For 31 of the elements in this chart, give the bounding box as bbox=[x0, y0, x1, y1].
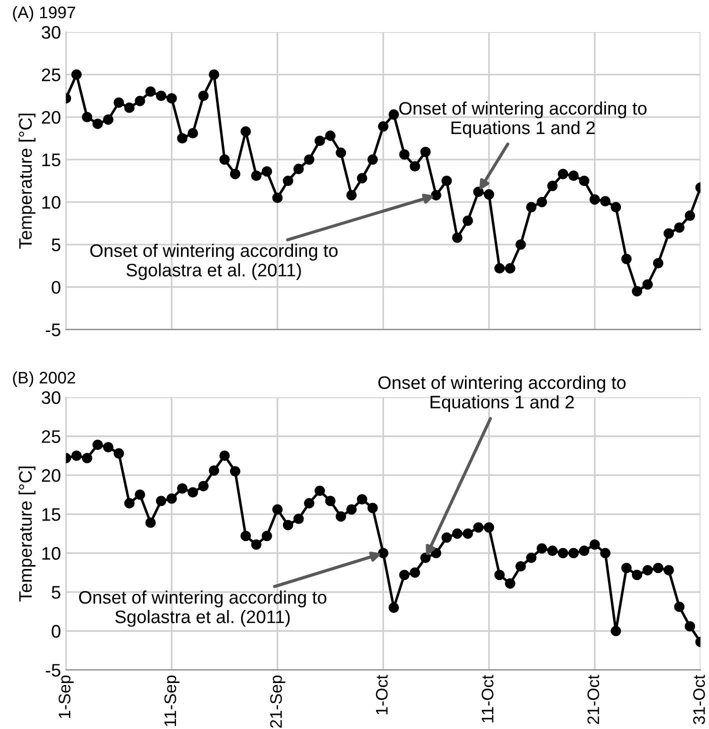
y-tick-label: 5 bbox=[52, 586, 60, 599]
x-tick-label: 11-Oct bbox=[482, 674, 494, 722]
y-tick-label: 10 bbox=[42, 196, 60, 209]
y-tick-label: 5 bbox=[52, 238, 60, 252]
y-tick-label: 25 bbox=[42, 430, 60, 443]
y-axis-title: Temperature [°C] bbox=[18, 466, 36, 602]
y-tick-label: 20 bbox=[42, 110, 60, 124]
y-tick-label: 10 bbox=[42, 547, 60, 560]
x-tick-label: 31-Oct bbox=[693, 674, 705, 724]
y-tick-label: 15 bbox=[42, 508, 60, 521]
y-tick-label: 25 bbox=[42, 68, 60, 82]
y-tick-label: 0 bbox=[52, 280, 60, 294]
y-tick-label: 20 bbox=[42, 469, 60, 482]
annotation: Onset of wintering according to Equations 1 and 2 bbox=[378, 376, 626, 412]
y-tick-label: -5 bbox=[46, 324, 60, 336]
x-tick-label: 1-Sep bbox=[58, 676, 74, 718]
x-tick-label: 21-Sep bbox=[270, 676, 286, 728]
y-tick-label: 30 bbox=[42, 391, 60, 404]
annotation: Onset of wintering according to Equations 1 and 2 bbox=[399, 101, 647, 138]
x-tick-label: 1-Oct bbox=[376, 674, 388, 714]
chart-title: (A) 1997 bbox=[13, 6, 76, 22]
y-tick-label: 30 bbox=[42, 26, 60, 39]
annotation: Onset of wintering according to Sgolastra et al. (2011) bbox=[90, 244, 338, 280]
y-tick-label: -5 bbox=[46, 664, 60, 677]
x-tick-label: 11-Sep bbox=[164, 676, 180, 726]
annotation: Onset of wintering according to Sgolastra et al. (2011) bbox=[79, 590, 326, 627]
chart-title: (B) 2002 bbox=[13, 371, 76, 387]
y-tick-label: 0 bbox=[52, 624, 60, 638]
y-axis-title: Temperature [°C] bbox=[18, 114, 36, 249]
x-tick-label: 21-Oct bbox=[587, 674, 600, 724]
y-tick-label: 15 bbox=[42, 154, 60, 166]
